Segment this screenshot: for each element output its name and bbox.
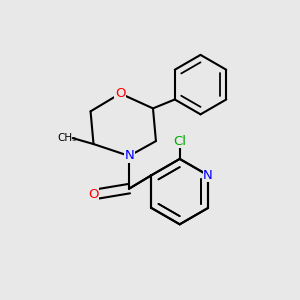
Text: O: O	[88, 188, 99, 201]
Text: N: N	[203, 169, 213, 182]
Text: CH₃: CH₃	[57, 133, 76, 143]
Text: O: O	[115, 87, 125, 100]
Text: N: N	[124, 149, 134, 162]
Text: Cl: Cl	[173, 135, 186, 148]
